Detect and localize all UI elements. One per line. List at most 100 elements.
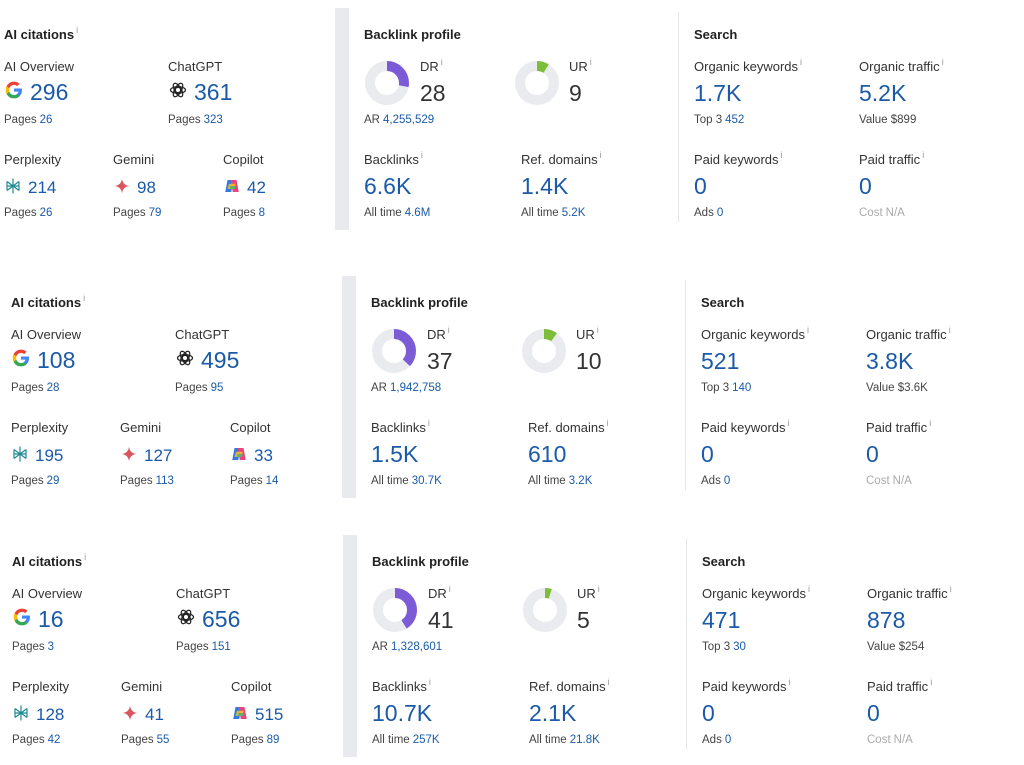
copilot-count[interactable]: 42 xyxy=(247,178,266,197)
openai-icon xyxy=(175,348,195,373)
perplexity-count[interactable]: 195 xyxy=(35,446,64,465)
ref-domains-label: Ref. domains i xyxy=(529,677,610,694)
gemini-icon xyxy=(120,445,138,468)
backlinks-all-time: All time 30.7K xyxy=(371,475,442,487)
ref-domains-value[interactable]: 2.1K xyxy=(529,700,577,726)
organic-keywords-label: Organic keywords i xyxy=(694,57,803,74)
paid-keywords-value[interactable]: 0 xyxy=(701,441,714,467)
paid-keywords-value[interactable]: 0 xyxy=(702,700,715,726)
gemini-pages: Pages 113 xyxy=(120,475,174,487)
ai-overview-pages: Pages 28 xyxy=(11,382,60,394)
organic-traffic-value[interactable]: 5.2K xyxy=(859,80,907,106)
perplexity-count[interactable]: 128 xyxy=(36,705,65,724)
copilot-metric[interactable]: 42 xyxy=(223,175,266,201)
ai-overview-metric[interactable]: 16 xyxy=(12,606,64,632)
organic-traffic-value[interactable]: 3.8K xyxy=(866,348,914,374)
chatgpt-metric[interactable]: 495 xyxy=(175,347,239,373)
cost-value: Cost N/A xyxy=(867,734,913,746)
perplexity-icon xyxy=(4,177,22,200)
ai-overview-metric[interactable]: 296 xyxy=(4,79,68,105)
ur-gauge-track xyxy=(515,61,559,105)
paid-keywords-label: Paid keywords i xyxy=(701,418,790,435)
gemini-count[interactable]: 127 xyxy=(144,446,173,465)
perplexity-metric[interactable]: 128 xyxy=(12,702,64,728)
google-icon xyxy=(4,80,24,105)
gemini-count[interactable]: 41 xyxy=(145,705,164,724)
ur-label: UR i xyxy=(577,584,600,601)
gemini-metric[interactable]: 98 xyxy=(113,175,156,201)
search-title: Search xyxy=(702,554,746,569)
overview-block-3: AI citations i AI Overview 16 Pages 3 Chat… xyxy=(8,535,1024,765)
overview-block-1: AI citations i AI Overview 296 Pages 26 Ch… xyxy=(0,8,1024,238)
copilot-metric[interactable]: 33 xyxy=(230,443,273,469)
perplexity-pages: Pages 26 xyxy=(4,207,53,219)
section-separator xyxy=(335,8,349,230)
traffic-value: Value $899 xyxy=(859,114,917,126)
gemini-count[interactable]: 98 xyxy=(137,178,156,197)
copilot-icon xyxy=(230,445,248,468)
ai-citations-title: AI citations i xyxy=(4,25,79,42)
paid-traffic-value[interactable]: 0 xyxy=(859,173,872,199)
paid-traffic-value[interactable]: 0 xyxy=(866,441,879,467)
backlinks-value[interactable]: 6.6K xyxy=(364,173,412,199)
copilot-count[interactable]: 33 xyxy=(254,446,273,465)
ai-overview-pages: Pages 26 xyxy=(4,114,53,126)
chatgpt-count[interactable]: 361 xyxy=(194,79,233,105)
organic-keywords-value[interactable]: 1.7K xyxy=(694,80,742,106)
ref-domains-all-time: All time 5.2K xyxy=(521,207,586,219)
chatgpt-metric[interactable]: 656 xyxy=(176,606,240,632)
ai-overview-count[interactable]: 16 xyxy=(38,606,64,632)
perplexity-metric[interactable]: 195 xyxy=(11,443,63,469)
organic-keywords-value[interactable]: 471 xyxy=(702,607,741,633)
traffic-value: Value $3.6K xyxy=(866,382,928,394)
ref-domains-value[interactable]: 1.4K xyxy=(521,173,569,199)
search-title: Search xyxy=(701,295,745,310)
ai-overview-metric[interactable]: 108 xyxy=(11,347,75,373)
gemini-metric[interactable]: 41 xyxy=(121,702,164,728)
copilot-count[interactable]: 515 xyxy=(255,705,284,724)
dr-gauge xyxy=(372,329,416,373)
cost-value: Cost N/A xyxy=(859,207,905,219)
paid-keywords-value[interactable]: 0 xyxy=(694,173,707,199)
dr-value: 28 xyxy=(420,80,446,106)
perplexity-label: Perplexity xyxy=(4,152,62,167)
chatgpt-count[interactable]: 495 xyxy=(201,347,240,373)
copilot-icon xyxy=(231,704,249,727)
ur-label: UR i xyxy=(569,57,592,74)
ref-domains-value[interactable]: 610 xyxy=(528,441,567,467)
ai-overview-pages: Pages 3 xyxy=(12,641,55,653)
gemini-metric[interactable]: 127 xyxy=(120,443,172,469)
ai-overview-count[interactable]: 108 xyxy=(37,347,76,373)
section-separator xyxy=(342,276,356,498)
section-divider xyxy=(678,12,679,222)
copilot-metric[interactable]: 515 xyxy=(231,702,283,728)
perplexity-metric[interactable]: 214 xyxy=(4,175,56,201)
perplexity-label: Perplexity xyxy=(11,420,69,435)
organic-traffic-value[interactable]: 878 xyxy=(867,607,906,633)
paid-keywords-label: Paid keywords i xyxy=(702,677,791,694)
ai-overview-label: AI Overview xyxy=(4,59,75,74)
chatgpt-metric[interactable]: 361 xyxy=(168,79,232,105)
ref-domains-label: Ref. domains i xyxy=(521,150,602,167)
dr-gauge-arc xyxy=(373,588,417,632)
top3-value: Top 3 30 xyxy=(702,641,746,653)
copilot-icon xyxy=(223,177,241,200)
ads-value: Ads 0 xyxy=(701,475,731,487)
backlinks-value[interactable]: 1.5K xyxy=(371,441,419,467)
gemini-icon xyxy=(121,704,139,727)
ai-overview-label: AI Overview xyxy=(11,327,82,342)
chatgpt-count[interactable]: 656 xyxy=(202,606,241,632)
ur-gauge xyxy=(522,329,566,373)
backlinks-all-time: All time 257K xyxy=(372,734,440,746)
backlinks-value[interactable]: 10.7K xyxy=(372,700,433,726)
perplexity-count[interactable]: 214 xyxy=(28,178,57,197)
ai-overview-count[interactable]: 296 xyxy=(30,79,69,105)
ai-overview-label: AI Overview xyxy=(12,586,83,601)
ar-value: AR 4,255,529 xyxy=(364,114,435,126)
chatgpt-pages: Pages 95 xyxy=(175,382,224,394)
gemini-label: Gemini xyxy=(113,152,155,167)
paid-traffic-value[interactable]: 0 xyxy=(867,700,880,726)
organic-keywords-value[interactable]: 521 xyxy=(701,348,740,374)
backlinks-label: Backlinks i xyxy=(364,150,423,167)
chatgpt-pages: Pages 151 xyxy=(176,641,231,653)
